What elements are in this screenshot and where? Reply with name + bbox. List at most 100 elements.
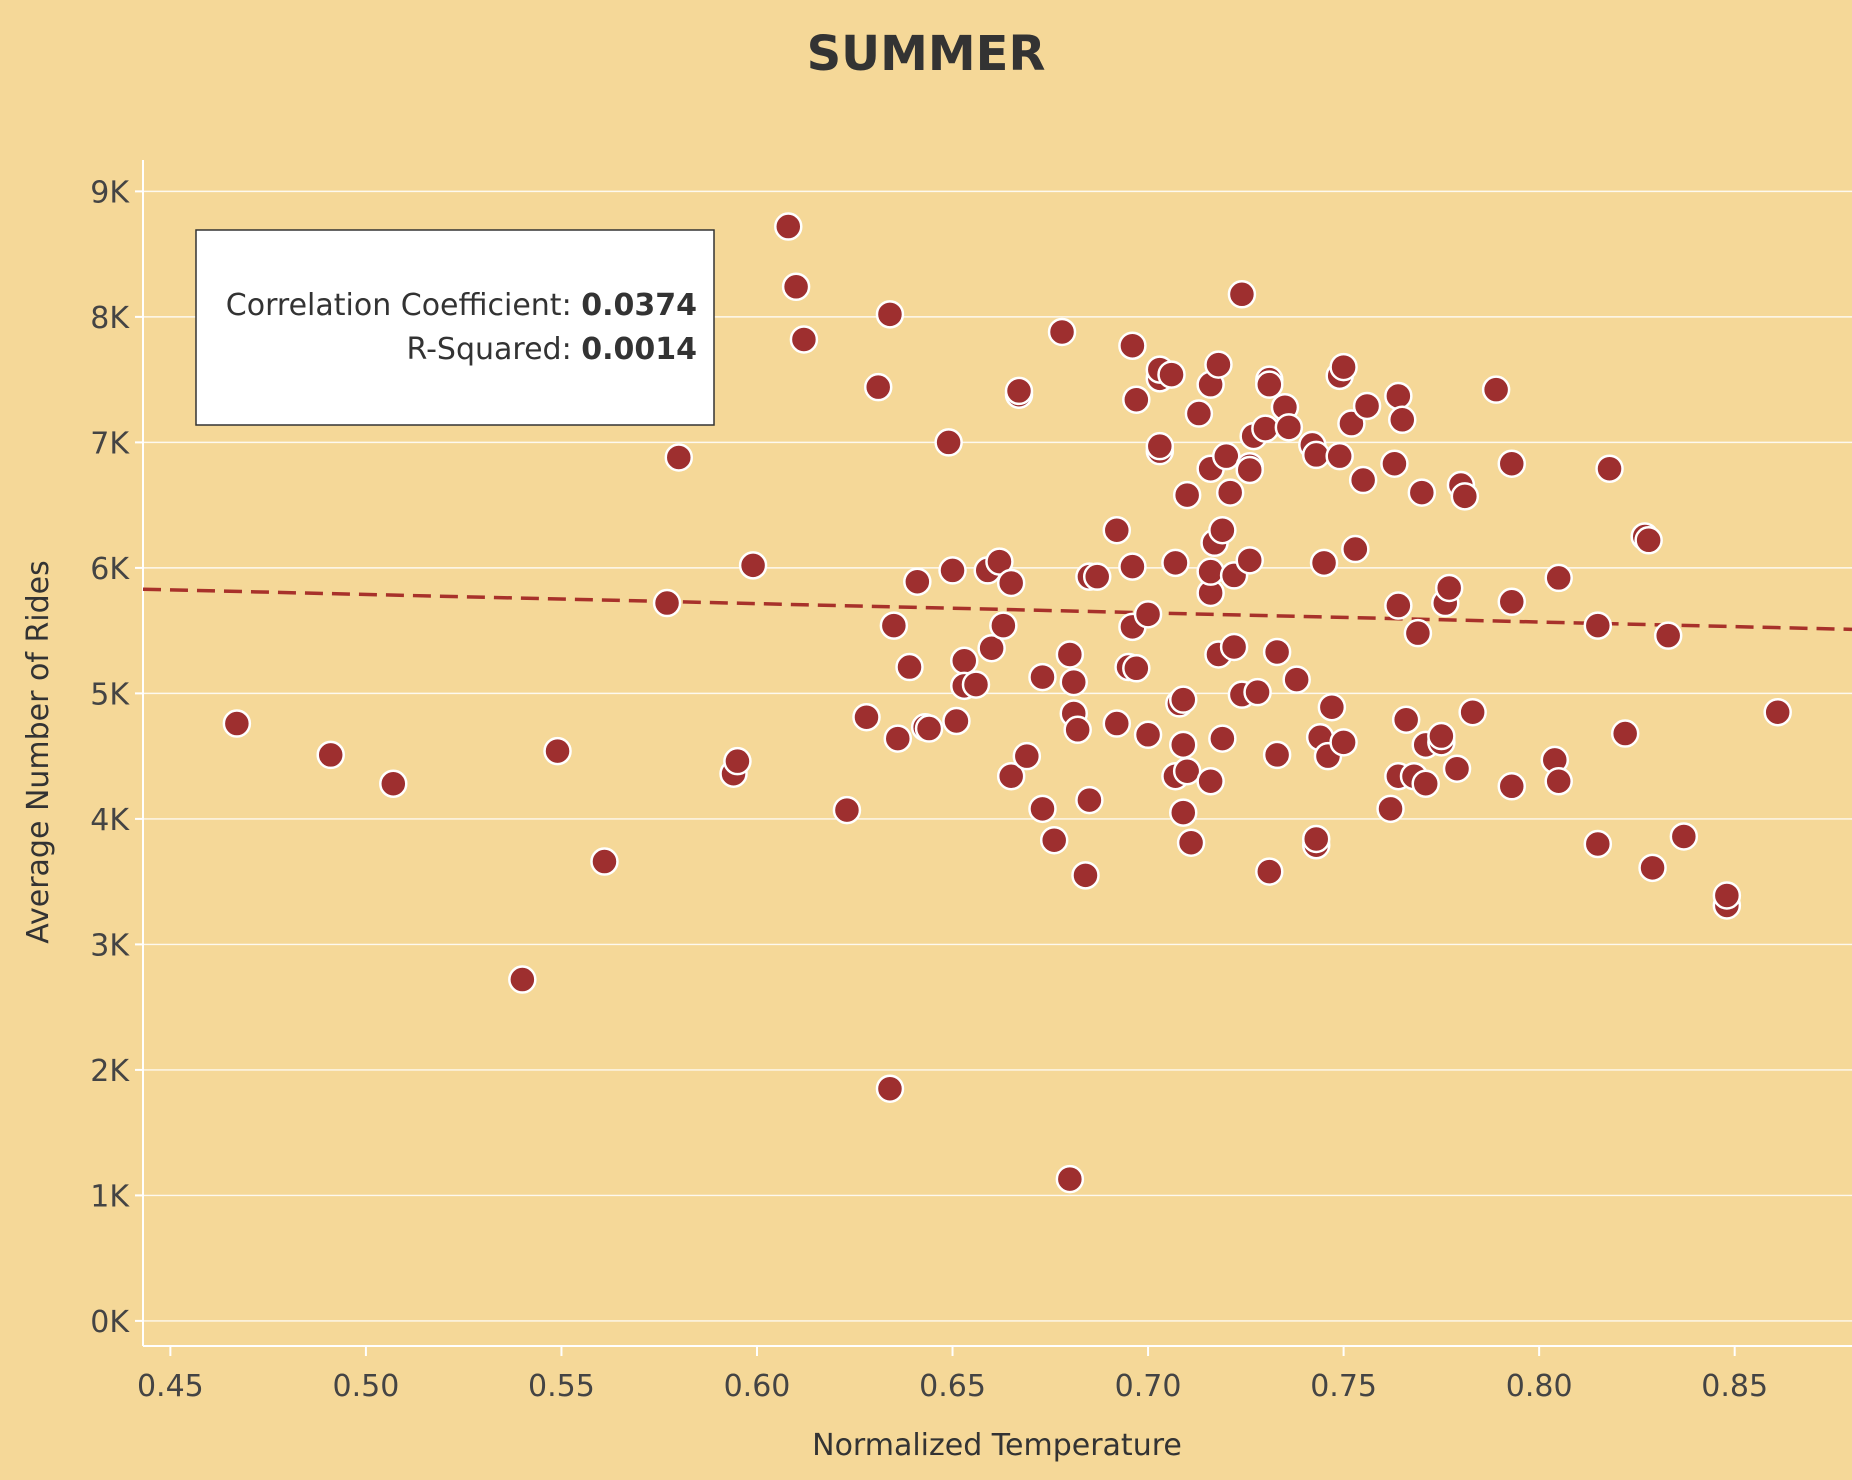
x-tick-label: 0.60 (724, 1369, 791, 1404)
x-tick-label: 0.70 (1115, 1369, 1182, 1404)
y-axis-ticks: 0K 1K 2K 3K 4K 5K 6K 7K 8K 9K (90, 175, 143, 1340)
data-point (1348, 465, 1378, 495)
data-point (1196, 766, 1225, 796)
data-point (1235, 455, 1264, 485)
data-point (875, 300, 905, 329)
data-point (1384, 381, 1413, 411)
data-point (895, 652, 924, 682)
y-tick-label: 5K (90, 677, 130, 712)
data-point (508, 965, 537, 994)
data-point (903, 567, 932, 596)
data-point (950, 646, 979, 676)
data-point (1255, 857, 1284, 886)
data-point (1208, 724, 1237, 753)
r-squared-text: R-Squared: 0.0014 (406, 332, 697, 367)
data-point (1450, 482, 1480, 511)
y-tick-label: 4K (90, 803, 130, 838)
data-point (222, 709, 252, 738)
data-point (1388, 405, 1417, 435)
x-tick-label: 0.55 (528, 1369, 595, 1404)
y-tick-label: 0K (90, 1305, 130, 1340)
data-point (590, 847, 619, 876)
data-point (1337, 409, 1366, 438)
data-point (1157, 360, 1186, 389)
data-point (942, 706, 971, 736)
r-squared-label: R-Squared: (406, 332, 581, 367)
correlation-value: 0.0374 (581, 288, 697, 323)
data-point (832, 795, 862, 825)
data-point (961, 670, 991, 699)
data-point (1004, 376, 1034, 406)
data-point (1102, 709, 1132, 738)
data-point (1047, 317, 1077, 347)
data-point (1329, 352, 1358, 382)
data-point (1102, 515, 1132, 545)
data-point (1039, 825, 1069, 855)
data-point (738, 551, 768, 580)
data-point (1122, 654, 1151, 683)
data-point (1653, 621, 1683, 650)
data-point (781, 272, 811, 302)
data-point (379, 769, 408, 798)
data-point (1403, 618, 1433, 648)
data-point (996, 761, 1026, 791)
data-point (1442, 754, 1472, 783)
data-point (1169, 798, 1198, 827)
data-point (664, 443, 694, 472)
y-tick-label: 6K (90, 552, 130, 587)
data-point (1317, 692, 1347, 722)
data-point (985, 547, 1014, 576)
x-axis-ticks: 0.45 0.50 0.55 0.60 0.65 0.70 0.75 0.80 0.85 (137, 1346, 1768, 1404)
data-point (1262, 637, 1292, 667)
data-point (1235, 546, 1264, 575)
data-point (1251, 414, 1280, 443)
data-point (1497, 587, 1527, 617)
x-axis-label: Normalized Temperature (812, 1428, 1182, 1463)
correlation-text: Correlation Coefficient: 0.0374 (226, 288, 697, 323)
data-point (1282, 665, 1311, 694)
data-point (1063, 715, 1092, 745)
data-point (1255, 370, 1284, 399)
data-point (879, 611, 909, 640)
data-point (1497, 772, 1527, 801)
data-point (1055, 1164, 1085, 1194)
data-point (1059, 667, 1089, 697)
data-point (1544, 766, 1573, 796)
data-point (1341, 534, 1370, 564)
data-point (1215, 478, 1245, 507)
data-point (1325, 441, 1354, 471)
data-point (1122, 385, 1151, 414)
data-point (977, 633, 1006, 663)
y-tick-label: 1K (90, 1179, 130, 1214)
data-point (1204, 350, 1233, 379)
data-point (1407, 478, 1437, 507)
data-point (1184, 399, 1214, 428)
data-point (863, 372, 893, 402)
data-point (543, 736, 572, 766)
r-squared-value: 0.0014 (581, 332, 697, 367)
data-point (1028, 794, 1057, 824)
data-point (1380, 449, 1409, 478)
data-point (1458, 697, 1487, 727)
data-point (723, 746, 752, 776)
data-point (1012, 741, 1042, 771)
data-point (1301, 440, 1331, 470)
data-point (1481, 375, 1511, 404)
data-point (1071, 861, 1100, 890)
data-point (1638, 853, 1667, 883)
data-point (1669, 822, 1699, 851)
data-point (1243, 677, 1272, 707)
x-tick-label: 0.80 (1506, 1369, 1573, 1404)
data-point (1434, 573, 1464, 603)
data-point (1610, 719, 1640, 748)
data-point (938, 556, 967, 585)
data-point (1309, 548, 1339, 578)
data-point (1427, 721, 1456, 751)
y-tick-label: 3K (90, 928, 130, 963)
stats-annotation-box: Correlation Coefficient: 0.0374 R-Square… (195, 229, 715, 426)
data-point (1274, 413, 1304, 442)
data-points (222, 212, 1792, 1194)
data-point (934, 428, 963, 457)
data-point (1145, 431, 1175, 461)
x-tick-label: 0.50 (333, 1369, 400, 1404)
